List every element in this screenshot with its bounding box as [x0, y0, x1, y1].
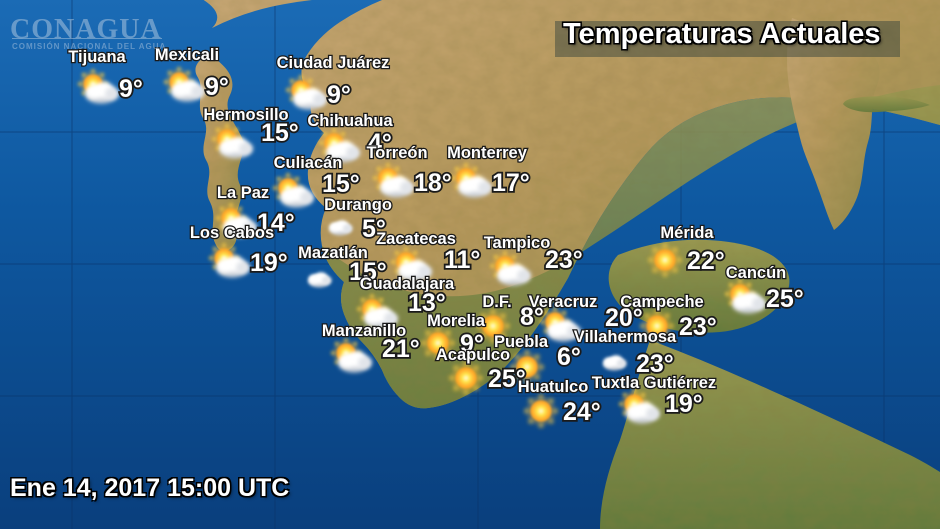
svg-text:22°: 22° — [687, 247, 725, 275]
svg-text:Los Cabos: Los Cabos — [190, 224, 274, 242]
svg-text:15°: 15° — [261, 119, 299, 147]
svg-text:Veracruz: Veracruz — [529, 293, 598, 311]
svg-text:23°: 23° — [545, 246, 583, 274]
svg-text:19°: 19° — [665, 390, 703, 418]
svg-text:23°: 23° — [679, 313, 717, 341]
svg-text:21°: 21° — [382, 335, 420, 363]
svg-text:Morelia: Morelia — [427, 312, 486, 330]
svg-text:Ciudad Juárez: Ciudad Juárez — [277, 54, 390, 72]
svg-text:24°: 24° — [563, 398, 601, 426]
svg-text:Villahermosa: Villahermosa — [574, 328, 677, 346]
svg-text:9°: 9° — [205, 73, 229, 101]
svg-text:Tampico: Tampico — [484, 234, 551, 252]
svg-text:Torreón: Torreón — [366, 144, 427, 162]
svg-text:25°: 25° — [766, 285, 804, 313]
svg-text:La Paz: La Paz — [217, 184, 269, 202]
svg-text:6°: 6° — [557, 343, 581, 371]
svg-text:Chihuahua: Chihuahua — [307, 112, 393, 130]
svg-text:Cancún: Cancún — [726, 264, 787, 282]
svg-text:18°: 18° — [414, 169, 452, 197]
svg-text:11°: 11° — [444, 246, 480, 274]
svg-text:9°: 9° — [119, 75, 143, 103]
svg-text:Monterrey: Monterrey — [447, 144, 528, 162]
svg-text:17°: 17° — [492, 169, 530, 197]
svg-text:19°: 19° — [250, 249, 288, 277]
svg-text:Huatulco: Huatulco — [518, 378, 589, 396]
svg-text:D.F.: D.F. — [482, 293, 511, 311]
svg-text:Mérida: Mérida — [660, 224, 714, 242]
svg-text:Campeche: Campeche — [620, 293, 703, 311]
svg-text:Acapulco: Acapulco — [436, 346, 510, 364]
svg-text:9°: 9° — [327, 81, 351, 109]
svg-text:15°: 15° — [322, 170, 360, 198]
svg-text:Durango: Durango — [324, 196, 392, 214]
